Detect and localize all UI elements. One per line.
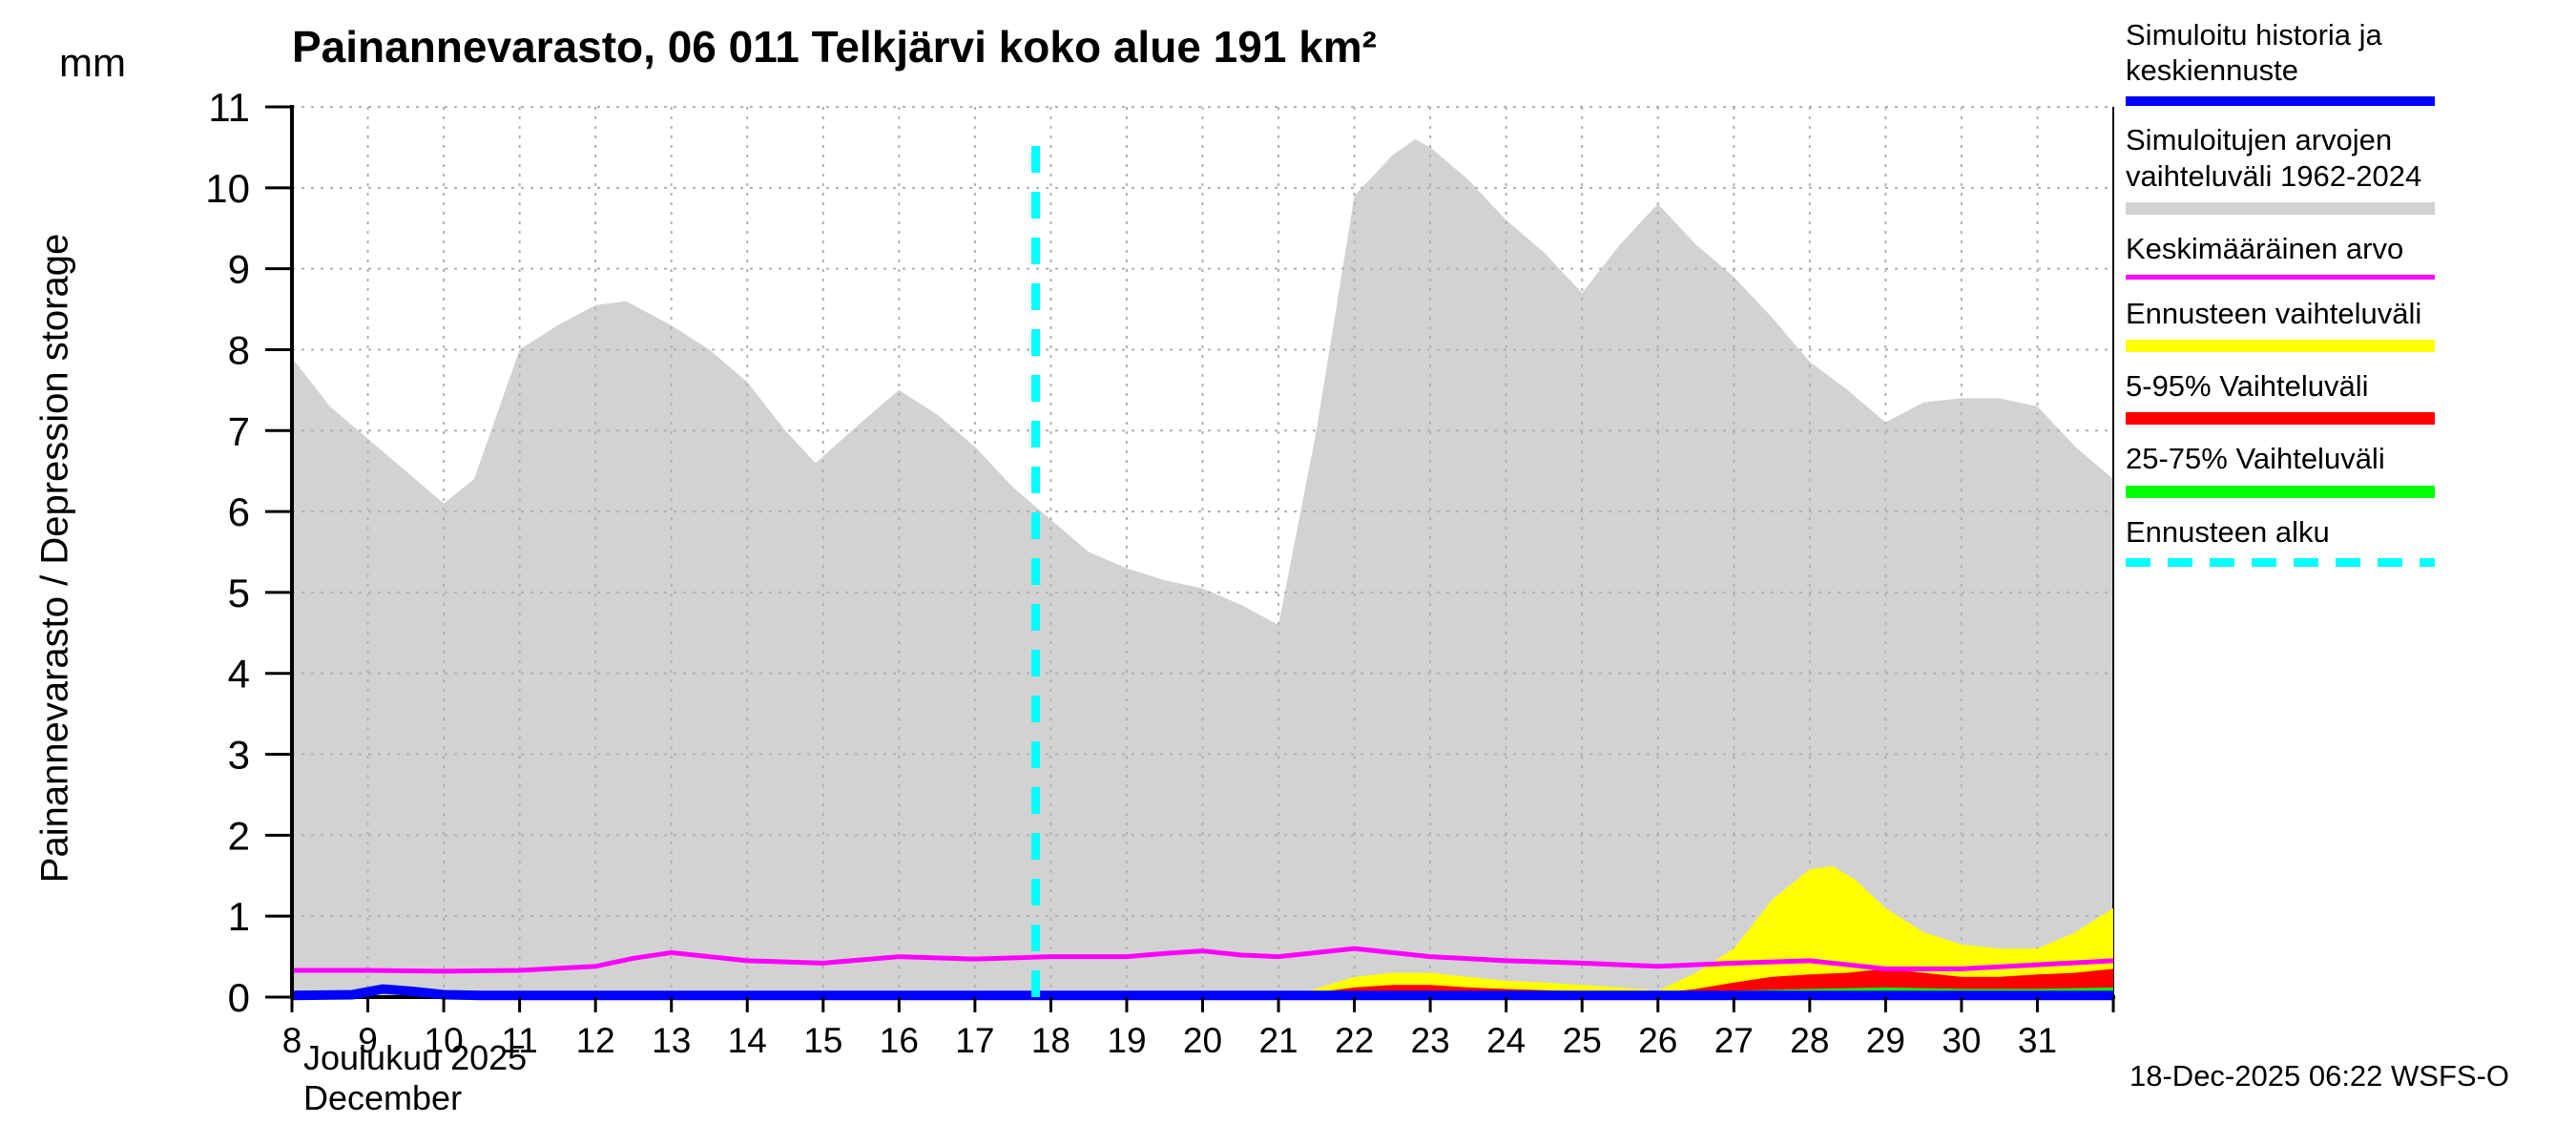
y-tick-label: 7 <box>228 408 250 453</box>
y-tick-label: 1 <box>228 894 250 939</box>
x-tick-label: 30 <box>1942 1021 1981 1060</box>
sim-range-area <box>292 138 2113 998</box>
x-tick-label: 14 <box>728 1021 767 1060</box>
x-tick-label: 22 <box>1335 1021 1374 1060</box>
x-tick-label: 8 <box>282 1021 302 1060</box>
y-axis-label: Painannevarasto / Depression storage <box>33 233 76 884</box>
x-tick-label: 26 <box>1638 1021 1677 1060</box>
x-tick-label: 28 <box>1790 1021 1829 1060</box>
legend-swatch-forecast-range <box>2126 340 2435 353</box>
sim-history-line <box>291 984 2113 1001</box>
y-tick-label: 0 <box>228 975 250 1020</box>
legend-label-forecast-range: Ennusteen vaihteluväli <box>2126 296 2422 330</box>
x-tick-label: 12 <box>576 1021 615 1060</box>
x-axis-month-finnish: Joulukuu 2025 <box>303 1038 528 1077</box>
legend-label-sim-range: Simuloitujen arvojen vaihteluväli 1962-2… <box>2126 123 2422 193</box>
legend-swatch-forecast-start <box>2126 557 2435 567</box>
legend-item-sim-history: Simuloitu historia ja keskiennuste <box>2126 17 2574 107</box>
legend-label-range-5-95: 5-95% Vaihteluväli <box>2126 369 2369 404</box>
x-tick-label: 29 <box>1866 1021 1905 1060</box>
legend-item-range-25-75: 25-75% Vaihteluväli <box>2126 441 2574 498</box>
x-tick-label: 9 <box>358 1021 378 1060</box>
y-tick-label: 2 <box>228 813 250 858</box>
x-tick-label: 17 <box>955 1021 994 1060</box>
x-tick-label: 16 <box>880 1021 919 1060</box>
legend-swatch-sim-range <box>2126 201 2435 215</box>
x-tick-label: 23 <box>1411 1021 1450 1060</box>
x-tick-label: 10 <box>425 1021 464 1060</box>
x-tick-label: 27 <box>1714 1021 1754 1060</box>
x-tick-label: 18 <box>1031 1021 1070 1060</box>
legend-label-forecast-start: Ennusteen alku <box>2126 514 2330 549</box>
legend-label-range-25-75: 25-75% Vaihteluväli <box>2126 442 2385 476</box>
x-tick-label: 31 <box>2018 1021 2057 1060</box>
legend-item-mean: Keskimääräinen arvo <box>2126 231 2574 280</box>
legend-item-sim-range: Simuloitujen arvojen vaihteluväli 1962-2… <box>2126 122 2574 215</box>
y-tick-label: 5 <box>228 571 250 615</box>
legend: Simuloitu historia ja keskiennuste Simulo… <box>2126 17 2574 583</box>
y-tick-label: 4 <box>228 652 250 697</box>
y-tick-label: 8 <box>228 327 250 372</box>
legend-label-sim-history: Simuloitu historia ja keskiennuste <box>2126 18 2382 88</box>
legend-swatch-mean <box>2126 274 2435 280</box>
legend-item-range-5-95: 5-95% Vaihteluväli <box>2126 368 2574 426</box>
y-axis-unit: mm <box>59 40 126 85</box>
x-tick-label: 24 <box>1486 1021 1526 1060</box>
legend-swatch-range-5-95 <box>2126 412 2435 426</box>
x-tick-label: 15 <box>803 1021 842 1060</box>
legend-item-forecast-start: Ennusteen alku <box>2126 514 2574 567</box>
y-tick-label: 11 <box>208 85 250 130</box>
x-tick-label: 11 <box>501 1021 537 1060</box>
legend-label-mean: Keskimääräinen arvo <box>2126 231 2404 265</box>
mean-line <box>292 946 2114 974</box>
x-tick-label: 20 <box>1183 1021 1222 1060</box>
x-tick-label: 19 <box>1107 1021 1146 1060</box>
x-axis-month-english: December <box>303 1078 463 1117</box>
x-tick-label: 13 <box>652 1021 691 1060</box>
timestamp: 18-Dec-2025 06:22 WSFS-O <box>2129 1059 2510 1093</box>
y-tick-label: 10 <box>205 166 250 211</box>
y-tick-label: 3 <box>228 733 250 778</box>
legend-item-forecast-range: Ennusteen vaihteluväli <box>2126 296 2574 353</box>
legend-swatch-sim-history <box>2126 96 2435 107</box>
y-tick-label: 6 <box>228 489 250 534</box>
x-tick-label: 21 <box>1258 1021 1298 1060</box>
legend-swatch-range-25-75 <box>2126 485 2435 498</box>
forecast-range-area <box>1300 865 2113 997</box>
x-tick-label: 25 <box>1563 1021 1602 1060</box>
y-tick-label: 9 <box>228 247 250 292</box>
chart-title: Painannevarasto, 06 011 Telkjärvi koko a… <box>292 22 1377 72</box>
